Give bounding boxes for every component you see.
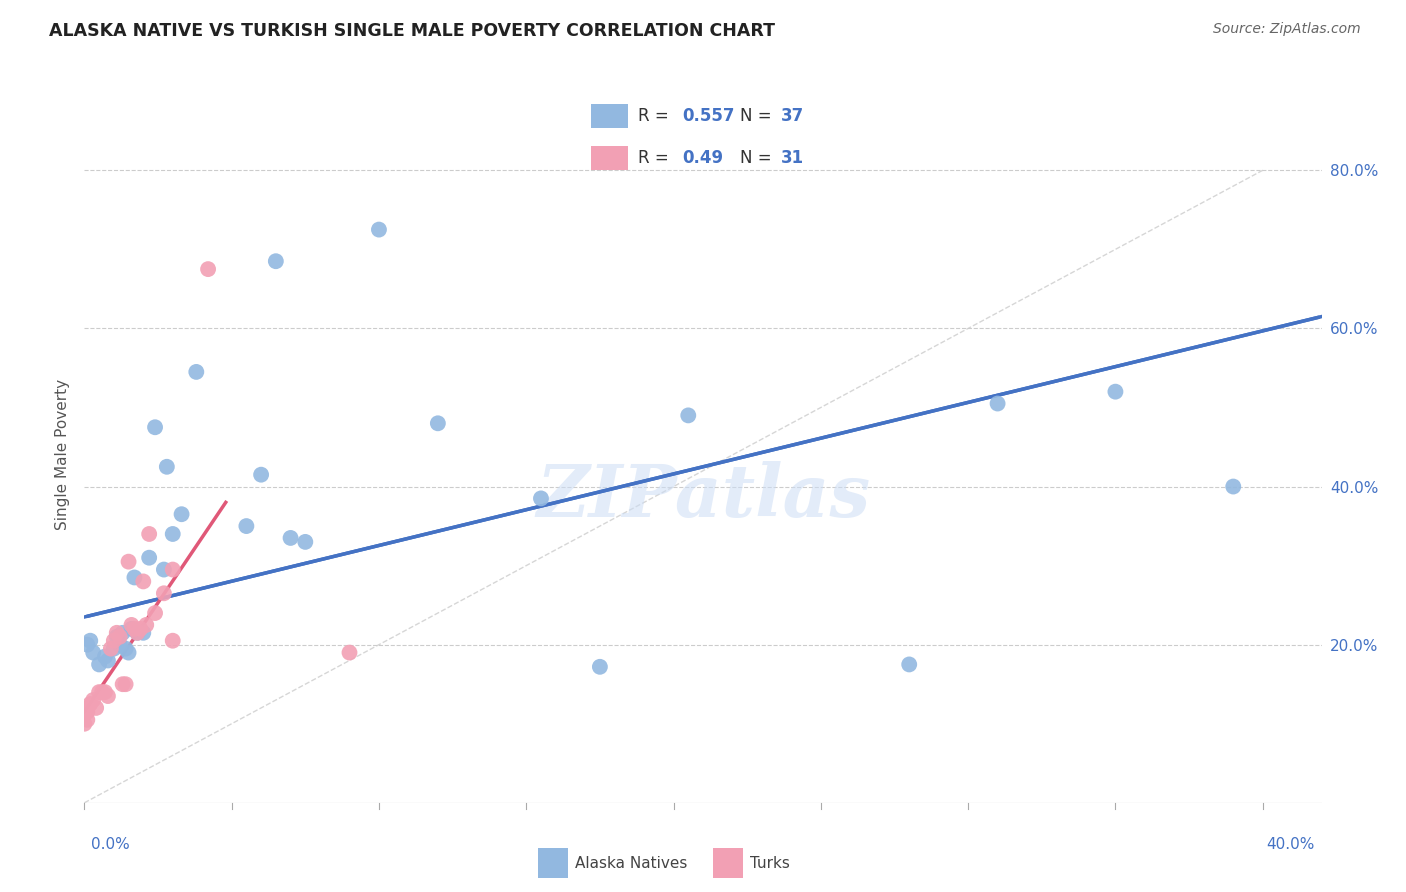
Text: 40.0%: 40.0% bbox=[1267, 837, 1315, 852]
Point bbox=[82, 646, 104, 660]
Point bbox=[162, 633, 184, 648]
Text: ZIPatlas: ZIPatlas bbox=[536, 461, 870, 533]
Point bbox=[127, 625, 149, 640]
Point bbox=[87, 685, 110, 699]
Point bbox=[1222, 479, 1244, 493]
Point bbox=[103, 641, 125, 656]
Point bbox=[250, 467, 273, 482]
Bar bbox=[537, 848, 568, 878]
Y-axis label: Single Male Poverty: Single Male Poverty bbox=[55, 379, 70, 531]
Point bbox=[76, 705, 98, 719]
Point bbox=[129, 622, 152, 636]
Text: N =: N = bbox=[740, 149, 776, 167]
Point bbox=[898, 657, 921, 672]
Point bbox=[135, 618, 157, 632]
Text: N =: N = bbox=[740, 107, 776, 125]
Point bbox=[111, 677, 134, 691]
Point bbox=[79, 697, 101, 711]
Point bbox=[111, 625, 134, 640]
Point bbox=[76, 701, 98, 715]
FancyBboxPatch shape bbox=[592, 146, 627, 169]
Text: Alaska Natives: Alaska Natives bbox=[575, 855, 688, 871]
Point bbox=[84, 701, 107, 715]
Text: R =: R = bbox=[638, 107, 673, 125]
Point bbox=[127, 625, 149, 640]
Point bbox=[530, 491, 553, 506]
Text: Turks: Turks bbox=[751, 855, 790, 871]
Point bbox=[76, 713, 98, 727]
Point bbox=[103, 633, 125, 648]
Point bbox=[153, 586, 176, 600]
Point bbox=[79, 633, 101, 648]
Text: 0.0%: 0.0% bbox=[91, 837, 131, 852]
Point bbox=[138, 527, 160, 541]
Point bbox=[264, 254, 287, 268]
Point bbox=[124, 622, 146, 636]
Point bbox=[73, 716, 96, 731]
Text: 31: 31 bbox=[782, 149, 804, 167]
Text: 0.557: 0.557 bbox=[682, 107, 735, 125]
Point bbox=[108, 638, 131, 652]
Point bbox=[132, 625, 155, 640]
Point bbox=[186, 365, 208, 379]
Point bbox=[153, 563, 176, 577]
Point bbox=[170, 507, 193, 521]
Point bbox=[339, 646, 361, 660]
Point bbox=[100, 641, 122, 656]
Point bbox=[114, 677, 136, 691]
Point bbox=[235, 519, 257, 533]
Point bbox=[143, 420, 166, 434]
Text: 37: 37 bbox=[782, 107, 804, 125]
Point bbox=[97, 653, 120, 667]
Point bbox=[294, 534, 316, 549]
Point bbox=[197, 262, 219, 277]
Point bbox=[94, 685, 117, 699]
Text: Source: ZipAtlas.com: Source: ZipAtlas.com bbox=[1213, 22, 1361, 37]
Text: ALASKA NATIVE VS TURKISH SINGLE MALE POVERTY CORRELATION CHART: ALASKA NATIVE VS TURKISH SINGLE MALE POV… bbox=[49, 22, 775, 40]
Point bbox=[114, 641, 136, 656]
Point bbox=[143, 606, 166, 620]
Point bbox=[156, 459, 179, 474]
FancyBboxPatch shape bbox=[592, 103, 627, 128]
Point bbox=[280, 531, 302, 545]
Point bbox=[426, 417, 449, 431]
Point bbox=[87, 657, 110, 672]
Point bbox=[1104, 384, 1126, 399]
Bar bbox=[713, 848, 744, 878]
Point bbox=[678, 409, 700, 423]
Point bbox=[121, 622, 143, 636]
Point bbox=[94, 649, 117, 664]
Point bbox=[987, 396, 1010, 410]
Text: 0.49: 0.49 bbox=[682, 149, 724, 167]
Point bbox=[117, 555, 139, 569]
Text: R =: R = bbox=[638, 149, 673, 167]
Point bbox=[124, 570, 146, 584]
Point bbox=[162, 563, 184, 577]
Point bbox=[132, 574, 155, 589]
Point bbox=[121, 618, 143, 632]
Point bbox=[368, 222, 391, 236]
Point bbox=[162, 527, 184, 541]
Point bbox=[91, 685, 114, 699]
Point bbox=[117, 646, 139, 660]
Point bbox=[105, 625, 128, 640]
Point bbox=[108, 630, 131, 644]
Point bbox=[105, 630, 128, 644]
Point bbox=[97, 689, 120, 703]
Point bbox=[82, 693, 104, 707]
Point bbox=[589, 660, 612, 674]
Point bbox=[138, 550, 160, 565]
Point bbox=[76, 638, 98, 652]
